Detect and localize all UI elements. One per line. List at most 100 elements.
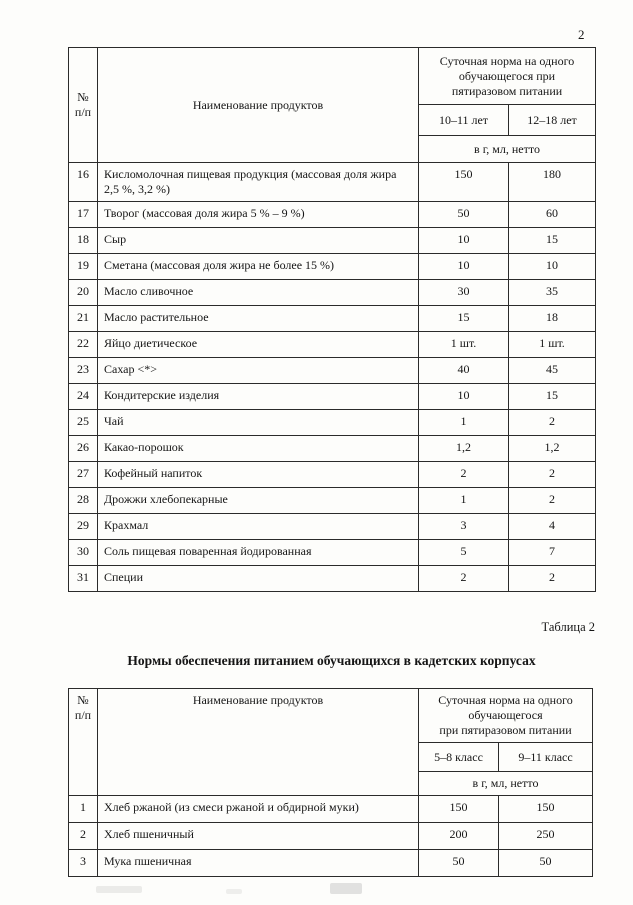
scan-artifact (330, 883, 362, 894)
col-header-daily-norm: Суточная норма на одного обучающегося пр… (417, 47, 597, 105)
row-number: 19 (68, 253, 98, 280)
col-header-units: в г, мл, нетто (417, 771, 594, 796)
col-header-age-12-18: 12–18 лет (507, 104, 597, 136)
norm-value-col1: 10 (418, 383, 509, 410)
norm-value-col2: 250 (497, 822, 594, 850)
product-name: Дрожжи хлебопекарные (97, 487, 419, 514)
table-row: 20 Масло сливочное 30 35 (68, 279, 597, 306)
product-name: Сахар <*> (97, 357, 419, 384)
table-row: 19 Сметана (массовая доля жира не более 1… (68, 253, 597, 280)
col-header-units: в г, мл, нетто (417, 135, 597, 163)
norm-value-col2: 1 шт. (507, 331, 597, 358)
cadet-corps-nutrition-table: № п/п Наименование продуктов Суточная но… (68, 688, 594, 877)
table1-body: 16 Кисломолочная пищевая продукция (массо… (68, 162, 597, 592)
product-name: Хлеб ржаной (из смеси ржаной и обдирной … (97, 795, 419, 823)
norm-value-col2: 15 (507, 383, 597, 410)
row-number: 21 (68, 305, 98, 332)
table-row: 16 Кисломолочная пищевая продукция (массо… (68, 162, 597, 202)
product-name: Хлеб пшеничный (97, 822, 419, 850)
row-number: 25 (68, 409, 98, 436)
col-header-row-number: № п/п (68, 688, 98, 796)
norm-value-col2: 15 (507, 227, 597, 254)
norm-value-col1: 5 (418, 539, 509, 566)
row-number: 30 (68, 539, 98, 566)
norm-value-col1: 1 шт. (418, 331, 509, 358)
col-header-product-name: Наименование продуктов (97, 688, 419, 796)
col-header-row-number: № п/п (68, 47, 98, 163)
table-row: 26 Какао-порошок 1,2 1,2 (68, 435, 597, 462)
norm-value-col2: 7 (507, 539, 597, 566)
row-number: 31 (68, 565, 98, 592)
product-name: Сыр (97, 227, 419, 254)
norm-value-col1: 1 (418, 487, 509, 514)
product-name: Кисломолочная пищевая продукция (массова… (97, 162, 419, 202)
row-number: 18 (68, 227, 98, 254)
table2-caption-label: Таблица 2 (541, 620, 595, 634)
product-name: Сметана (массовая доля жира не более 15 … (97, 253, 419, 280)
norm-value-col2: 18 (507, 305, 597, 332)
col-header-product-name: Наименование продуктов (97, 47, 419, 163)
table-row: 23 Сахар <*> 40 45 (68, 357, 597, 384)
product-name: Кондитерские изделия (97, 383, 419, 410)
row-number: 26 (68, 435, 98, 462)
header-row-units: в г, мл, нетто (69, 771, 594, 796)
header-row-age: 10–11 лет 12–18 лет (69, 104, 597, 136)
table-row: 31 Специи 2 2 (68, 565, 597, 592)
product-name: Яйцо диетическое (97, 331, 419, 358)
col-header-grade-9-11: 9–11 класс (497, 742, 594, 772)
norm-value-col1: 10 (418, 253, 509, 280)
product-name: Творог (массовая доля жира 5 % – 9 %) (97, 201, 419, 228)
norm-value-col2: 2 (507, 565, 597, 592)
table1-header: № п/п Наименование продуктов Суточная но… (68, 47, 597, 163)
row-number: 1 (68, 795, 98, 823)
table-row: 3 Мука пшеничная 50 50 (68, 849, 594, 877)
table-row: 17 Творог (массовая доля жира 5 % – 9 %) 5… (68, 201, 597, 228)
norm-value-col2: 45 (507, 357, 597, 384)
norm-value-col1: 1 (418, 409, 509, 436)
row-number: 23 (68, 357, 98, 384)
row-number: 24 (68, 383, 98, 410)
row-number: 3 (68, 849, 98, 877)
norm-value-col2: 4 (507, 513, 597, 540)
product-name: Специи (97, 565, 419, 592)
product-name: Какао-порошок (97, 435, 419, 462)
norm-value-col1: 50 (418, 849, 499, 877)
table-row: 27 Кофейный напиток 2 2 (68, 461, 597, 488)
norm-value-col2: 50 (497, 849, 594, 877)
norm-value-col1: 10 (418, 227, 509, 254)
norm-value-col2: 2 (507, 409, 597, 436)
norm-value-col2: 180 (507, 162, 597, 202)
table-row: 2 Хлеб пшеничный 200 250 (68, 822, 594, 850)
table-row: 1 Хлеб ржаной (из смеси ржаной и обдирной… (68, 795, 594, 823)
table-row: 21 Масло растительное 15 18 (68, 305, 597, 332)
product-name: Крахмал (97, 513, 419, 540)
norm-value-col1: 2 (418, 461, 509, 488)
table-row: 28 Дрожжи хлебопекарные 1 2 (68, 487, 597, 514)
page-number: 2 (578, 27, 585, 42)
table2-body: 1 Хлеб ржаной (из смеси ржаной и обдирной… (68, 795, 594, 877)
table2-header: № п/п Наименование продуктов Суточная но… (68, 688, 594, 796)
product-name: Масло растительное (97, 305, 419, 332)
scan-artifact (226, 889, 242, 894)
row-number: 27 (68, 461, 98, 488)
norm-value-col1: 200 (418, 822, 499, 850)
norm-value-col1: 1,2 (418, 435, 509, 462)
table-row: 25 Чай 1 2 (68, 409, 597, 436)
header-row-main: № п/п Наименование продуктов Суточная но… (68, 47, 597, 163)
product-name: Мука пшеничная (97, 849, 419, 877)
col-header-grade-5-8: 5–8 класс (418, 742, 499, 772)
section-title: Нормы обеспечения питанием обучающихся в… (127, 653, 536, 668)
product-name: Масло сливочное (97, 279, 419, 306)
product-name: Чай (97, 409, 419, 436)
product-name: Соль пищевая поваренная йодированная (97, 539, 419, 566)
norm-value-col2: 60 (507, 201, 597, 228)
norm-value-col1: 150 (418, 795, 499, 823)
norm-value-col2: 2 (507, 461, 597, 488)
row-number: 17 (68, 201, 98, 228)
header-row-grade: 5–8 класс 9–11 класс (69, 742, 594, 772)
norm-value-col1: 40 (418, 357, 509, 384)
norm-value-col1: 3 (418, 513, 509, 540)
norm-value-col1: 2 (418, 565, 509, 592)
table-row: 29 Крахмал 3 4 (68, 513, 597, 540)
